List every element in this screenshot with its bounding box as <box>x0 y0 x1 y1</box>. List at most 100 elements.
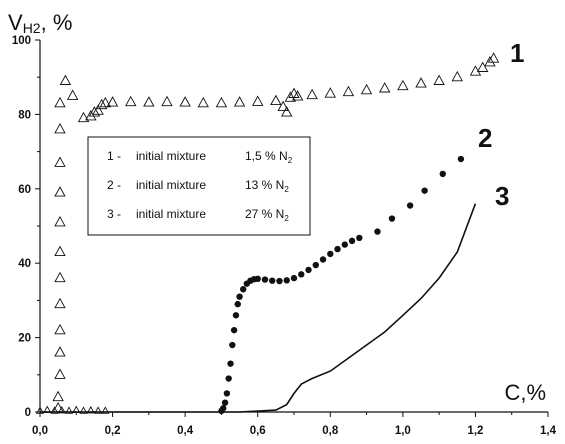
triangle-point <box>281 106 293 117</box>
dot-point <box>457 155 465 163</box>
triangle-point <box>92 104 104 115</box>
y-tick-label: 0 <box>25 407 31 419</box>
triangle-point <box>54 323 66 335</box>
triangle-point <box>270 94 282 106</box>
triangle-point <box>360 83 373 95</box>
triangle-point <box>79 406 88 414</box>
series-label-2: 2 <box>478 123 492 153</box>
dot-point <box>276 277 283 285</box>
y-tick-label: 60 <box>18 184 31 196</box>
triangle-point <box>54 186 66 197</box>
triangle-point <box>433 74 445 85</box>
triangle-point <box>215 96 228 108</box>
triangle-point <box>77 111 90 123</box>
triangle-point <box>57 405 66 414</box>
dot-point <box>388 215 396 222</box>
triangle-point <box>66 89 79 100</box>
y-tick-label: 100 <box>12 35 31 47</box>
legend-value-main: 13 % N <box>245 178 284 192</box>
ticks: 0,0 0,2 0,4 0,6 0,8 1,0 1,2 1,4 0 20 40 60 80 100 <box>12 35 557 437</box>
dot-point <box>421 187 428 194</box>
triangle-point <box>179 96 191 107</box>
dot-point <box>269 277 276 284</box>
legend-number: 3 - <box>107 207 121 221</box>
triangle-point <box>54 96 66 108</box>
dot-point <box>220 405 227 412</box>
triangle-point <box>59 74 72 85</box>
dot-point <box>225 375 232 382</box>
dot-point <box>283 277 290 284</box>
triangle-point <box>54 346 66 357</box>
triangle-point <box>99 96 112 108</box>
dot-point <box>232 312 240 319</box>
triangle-point <box>379 82 391 93</box>
triangle-point <box>397 79 409 91</box>
x-tick-label: 0,8 <box>322 425 339 437</box>
dot-point <box>406 202 414 209</box>
dot-point <box>227 360 234 367</box>
triangle-point <box>94 406 103 414</box>
triangle-point <box>54 245 66 257</box>
dot-point <box>341 241 348 248</box>
triangle-point <box>284 91 297 102</box>
y-axis-label-suffix: , % <box>41 10 73 35</box>
triangle-point <box>125 95 137 107</box>
triangle-point <box>291 90 304 101</box>
series-3-line <box>40 203 477 413</box>
triangle-point <box>252 95 264 106</box>
triangle-point <box>54 368 66 379</box>
legend-text: initial mixture <box>136 149 206 163</box>
legend-value-subscript: 2 <box>284 214 289 223</box>
x-tick-label: 0,4 <box>177 425 194 437</box>
dot-point <box>254 275 261 283</box>
dot-point <box>374 228 381 235</box>
dot-point <box>312 261 319 269</box>
y-tick-label: 20 <box>18 333 31 345</box>
legend-text: initial mixture <box>136 178 206 192</box>
triangle-point <box>161 95 173 107</box>
triangle-point <box>88 106 101 117</box>
legend-value: 1,5 % N2 <box>245 149 293 165</box>
x-tick-label: 0,0 <box>32 425 48 437</box>
triangle-point <box>101 406 110 414</box>
series-label-1: 1 <box>510 38 524 68</box>
triangle-point <box>54 156 66 167</box>
dot-point <box>439 170 446 178</box>
x-tick-label: 1,0 <box>395 425 411 437</box>
series-3 <box>40 203 477 413</box>
triangle-point <box>233 96 246 107</box>
triangle-point <box>469 65 482 76</box>
dot-point <box>230 326 238 334</box>
dot-point <box>290 274 298 282</box>
legend-value-subscript: 2 <box>284 185 289 194</box>
triangle-point <box>54 271 66 283</box>
triangle-point <box>86 405 95 414</box>
legend-text: initial mixture <box>136 207 206 221</box>
legend-value-main: 27 % N <box>245 207 284 221</box>
legend-number: 2 - <box>107 178 121 192</box>
legend-value: 27 % N2 <box>245 207 289 223</box>
series-layer <box>35 52 500 415</box>
y-tick-label: 80 <box>18 109 31 121</box>
triangle-point <box>50 406 59 414</box>
triangle-point <box>487 52 500 63</box>
legend-box <box>87 136 311 236</box>
triangle-point <box>342 85 355 97</box>
triangle-point <box>52 390 64 402</box>
triangle-point <box>324 87 336 98</box>
triangle-point <box>54 122 66 134</box>
dot-point <box>356 234 363 242</box>
dot-point <box>348 237 356 245</box>
labels-layer: VH2, %C,%123 <box>8 10 546 405</box>
triangle-point <box>143 96 155 107</box>
dot-point <box>221 399 229 406</box>
triangle-point <box>106 96 119 107</box>
triangle-point <box>277 100 289 112</box>
dot-point <box>223 390 231 397</box>
series-1 <box>52 52 500 413</box>
triangle-point <box>43 405 52 413</box>
y-tick-label: 40 <box>18 258 31 270</box>
legend-number: 1 - <box>107 149 121 163</box>
triangle-point <box>64 406 74 414</box>
